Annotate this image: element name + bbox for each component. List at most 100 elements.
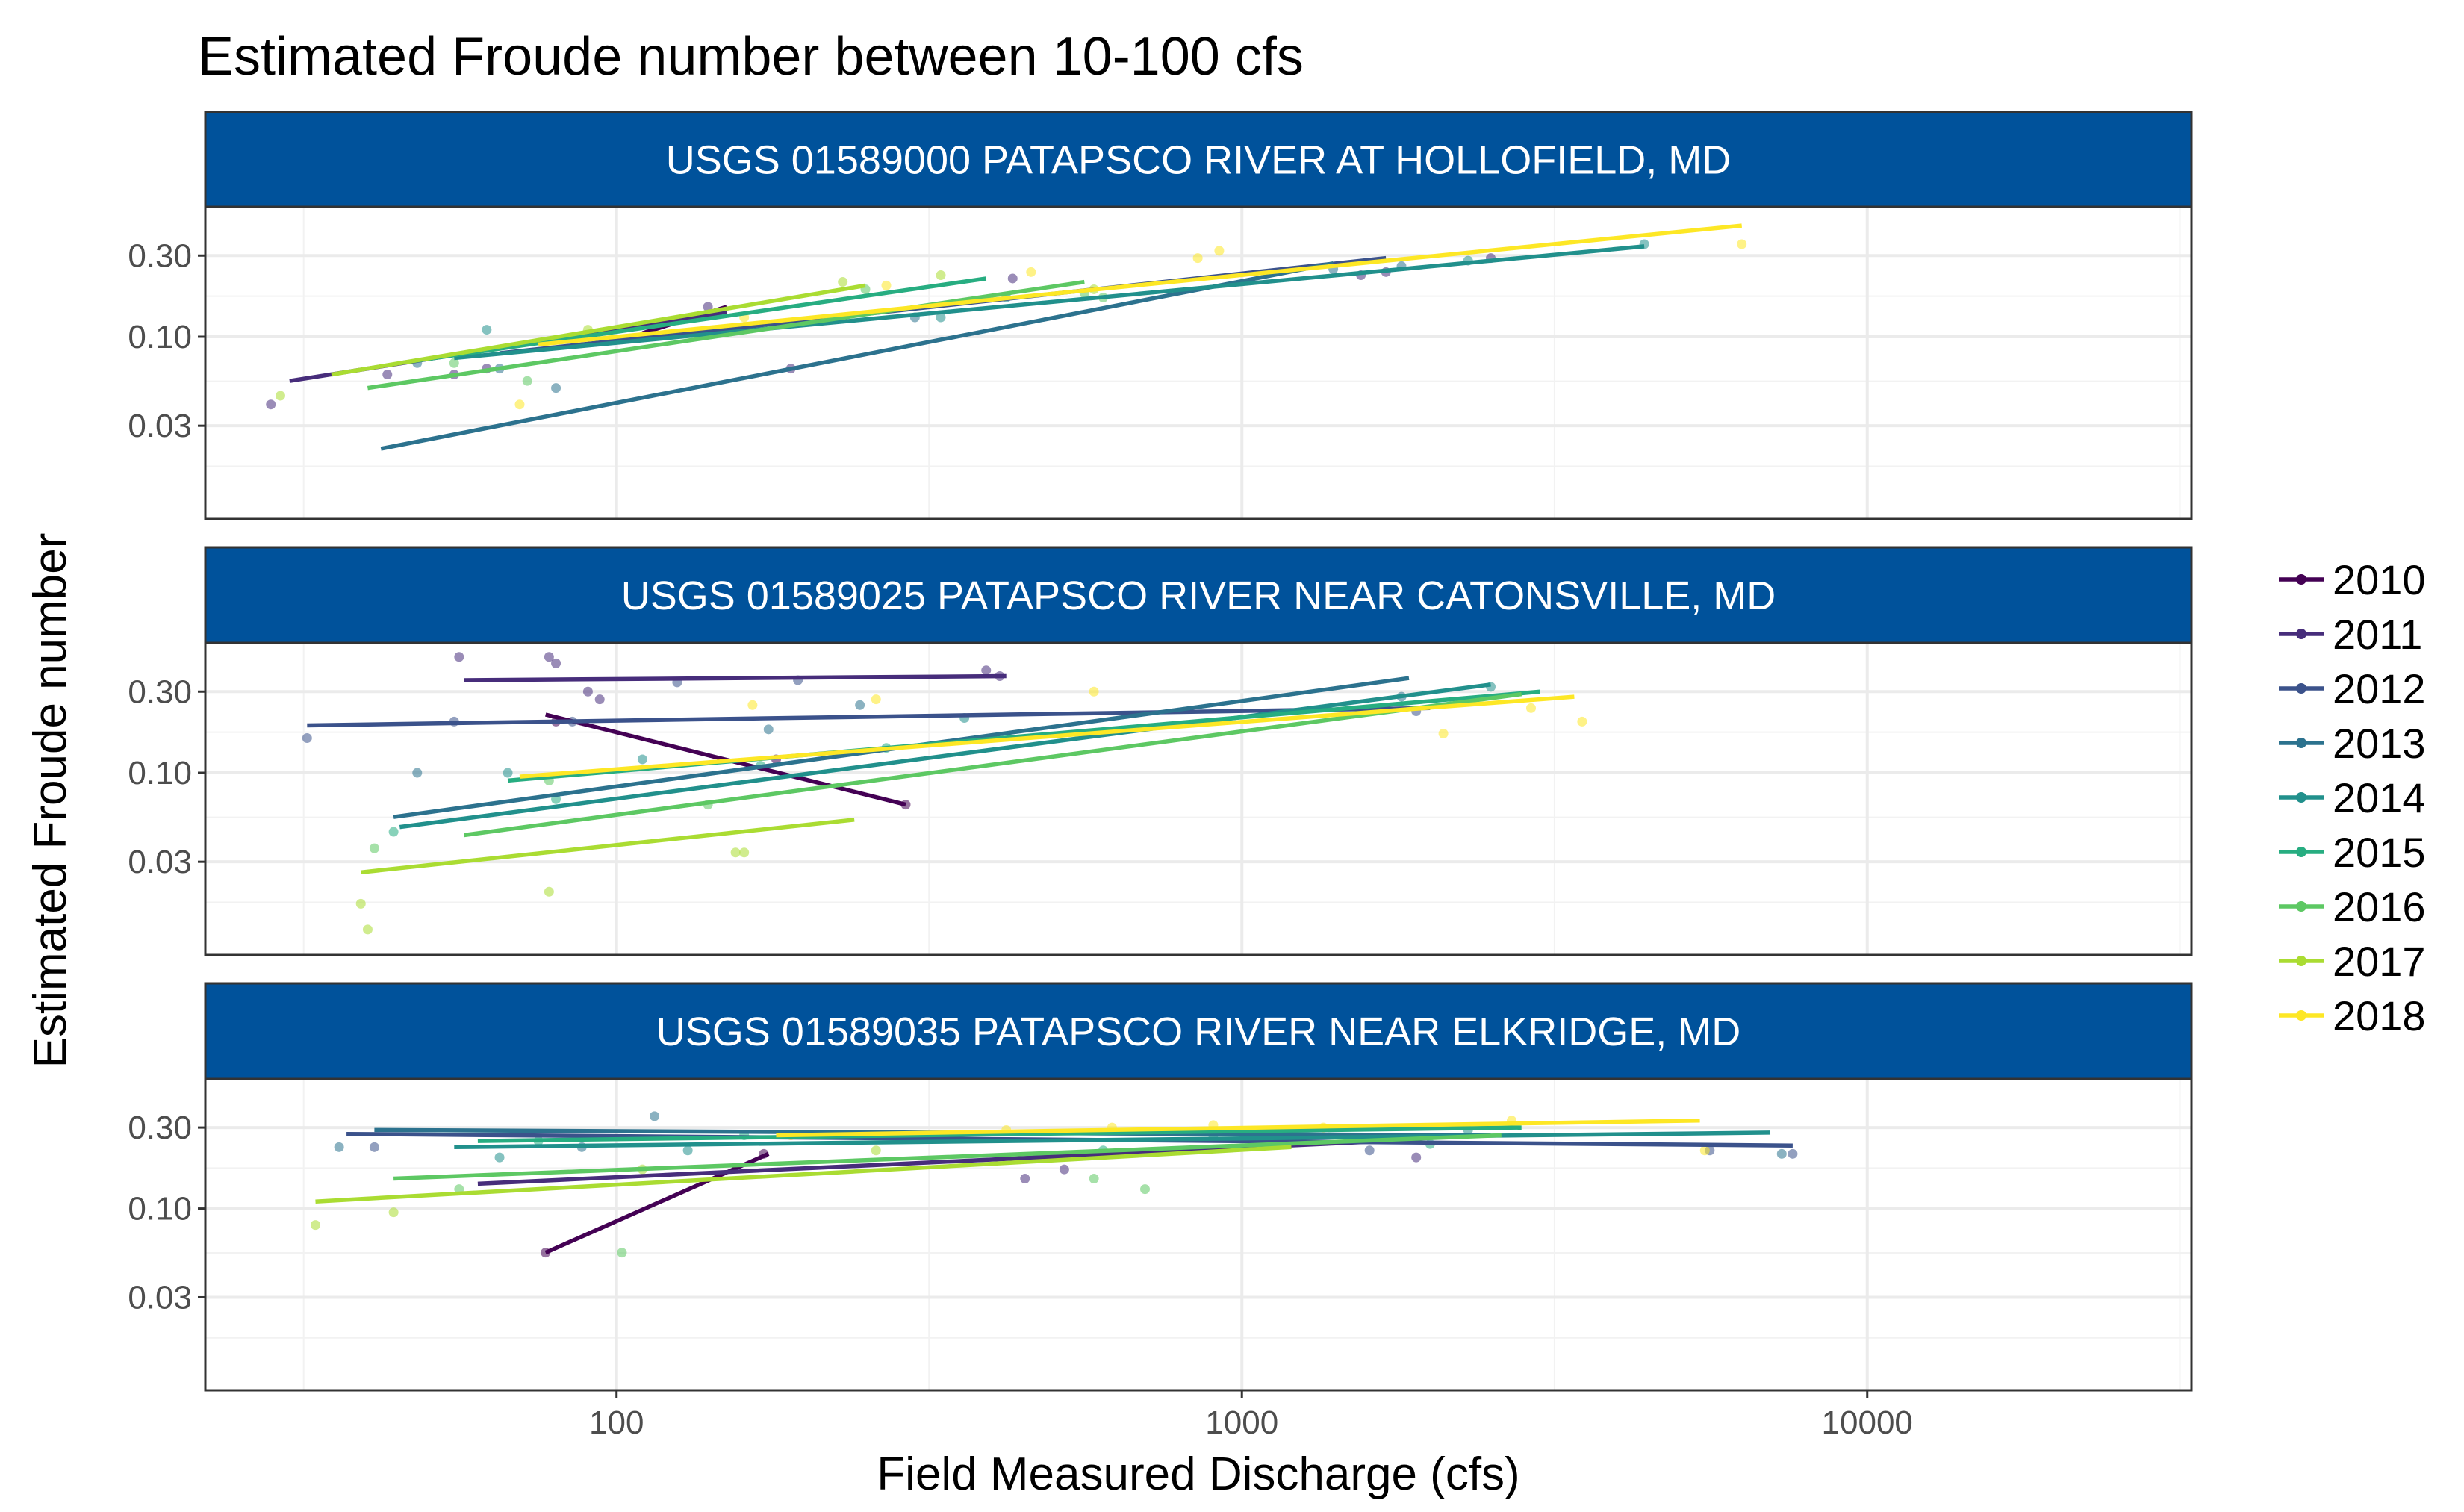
trend-line-2013 (380, 261, 1334, 451)
legend-key-point (2296, 574, 2306, 585)
data-point-2011 (1059, 1164, 1069, 1175)
data-point-2017 (355, 898, 366, 909)
y-axis: 0.03 0.10 0.30 (128, 1110, 205, 1316)
data-point-2016 (449, 358, 459, 368)
data-point-2018 (871, 694, 881, 705)
y-tick-label: 0.03 (128, 1279, 192, 1316)
trend-line-2018 (776, 1118, 1700, 1138)
legend-label: 2018 (2333, 992, 2426, 1039)
data-point-2017 (936, 270, 946, 281)
data-point-2016 (1089, 1174, 1099, 1184)
data-point-2017 (871, 1145, 881, 1156)
data-point-2018 (747, 700, 758, 710)
data-point-2017 (362, 924, 373, 935)
data-point-2014 (936, 312, 946, 323)
trend-line-2017 (360, 818, 855, 875)
data-point-2011 (1007, 273, 1018, 284)
facet-strip-label: USGS 01589000 PATAPSCO RIVER AT HOLLOFIE… (666, 138, 1732, 183)
facet-strip-label: USGS 01589025 PATAPSCO RIVER NEAR CATONS… (621, 573, 1776, 618)
legend-key-point (2296, 792, 2306, 803)
data-marks (310, 1111, 1798, 1258)
data-point-2013 (334, 1142, 344, 1152)
data-point-2012 (1788, 1148, 1798, 1159)
data-point-2011 (1020, 1174, 1030, 1184)
panel-border (204, 205, 2193, 520)
legend: 2010 2011 2012 2013 2014 2015 2016 2017 2018 (2279, 556, 2426, 1039)
legend-item-2018: 2018 (2279, 992, 2426, 1039)
y-tick-label: 0.10 (128, 1191, 192, 1228)
data-point-2011 (544, 652, 554, 662)
data-point-2018 (1214, 246, 1225, 256)
x-axis: 100 1000 10000 (589, 1390, 1913, 1441)
panel-border (204, 641, 2193, 956)
facet-panel-3: USGS 01589035 PATAPSCO RIVER NEAR ELKRID… (128, 982, 2193, 1392)
trend-line-2018 (538, 223, 1742, 347)
data-point-2014 (494, 1152, 505, 1163)
data-point-2018 (1737, 239, 1747, 249)
trend-line-2017 (315, 1145, 1292, 1204)
data-point-2014 (682, 1145, 693, 1156)
y-tick-label: 0.10 (128, 319, 192, 355)
legend-label: 2016 (2333, 883, 2426, 930)
data-point-2018 (1577, 716, 1587, 727)
data-point-2013 (855, 700, 865, 710)
data-point-2018 (1699, 1145, 1710, 1156)
legend-key-point (2296, 738, 2306, 748)
legend-label: 2011 (2333, 611, 2422, 658)
data-point-2014 (637, 754, 647, 765)
data-point-2016 (1140, 1184, 1151, 1195)
legend-label: 2014 (2333, 774, 2426, 821)
data-point-2011 (382, 370, 393, 380)
x-tick-label: 1000 (1205, 1404, 1278, 1441)
y-tick-label: 0.10 (128, 755, 192, 791)
data-point-2013 (1776, 1148, 1787, 1159)
data-point-2017 (275, 391, 285, 401)
trend-line-2016 (367, 279, 1085, 391)
data-point-2016 (617, 1248, 627, 1258)
data-point-2017 (730, 847, 741, 858)
panel-background (205, 643, 2191, 955)
data-point-2013 (763, 724, 774, 735)
x-tick-label: 10000 (1822, 1404, 1913, 1441)
y-tick-label: 0.03 (128, 408, 192, 444)
facet-strip-label: USGS 01589035 PATAPSCO RIVER NEAR ELKRID… (656, 1009, 1741, 1054)
data-point-2011 (981, 665, 992, 676)
y-tick-label: 0.30 (128, 1110, 192, 1146)
y-axis: 0.03 0.10 0.30 (128, 237, 205, 444)
facet-strip (204, 982, 2193, 1080)
y-tick-label: 0.30 (128, 673, 192, 710)
data-point-2016 (522, 376, 532, 386)
trend-line-2016 (393, 1133, 1502, 1181)
legend-label: 2010 (2333, 556, 2426, 603)
trend-line-2014 (454, 1130, 1771, 1150)
gridlines (205, 207, 2191, 519)
data-point-2012 (369, 1142, 379, 1152)
data-point-2017 (310, 1220, 320, 1231)
trend-line-2011 (477, 1139, 1387, 1186)
data-point-2018 (1026, 267, 1036, 277)
legend-item-2011: 2011 (2279, 611, 2422, 658)
trend-line-2016 (463, 691, 1522, 838)
y-axis: 0.03 0.10 0.30 (128, 673, 205, 880)
data-point-2013 (650, 1111, 660, 1121)
facet-panel-1: USGS 01589000 PATAPSCO RIVER AT HOLLOFIE… (128, 111, 2193, 520)
data-point-2017 (544, 886, 554, 897)
panel-background (205, 1079, 2191, 1390)
data-point-2012 (1364, 1145, 1375, 1156)
data-point-2011 (703, 302, 713, 312)
trend-line-2011 (464, 673, 1007, 682)
data-point-2017 (739, 847, 750, 858)
data-point-2011 (454, 652, 464, 662)
data-marks (266, 223, 1747, 451)
legend-key-point (2296, 956, 2306, 966)
facet-panel-2: USGS 01589025 PATAPSCO RIVER NEAR CATONS… (128, 546, 2193, 956)
trend-line-2014 (454, 244, 1645, 361)
legend-item-2010: 2010 (2279, 556, 2426, 603)
data-point-2011 (582, 686, 593, 697)
legend-item-2012: 2012 (2279, 665, 2426, 712)
panel-border (204, 1077, 2193, 1392)
data-point-2011 (594, 694, 605, 705)
trend-line-2012 (307, 706, 1431, 728)
data-point-2012 (302, 732, 312, 743)
